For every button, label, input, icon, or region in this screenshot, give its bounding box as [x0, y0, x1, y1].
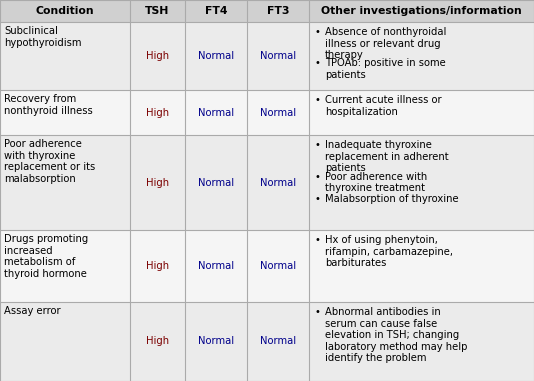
- Text: Malabsorption of thyroxine: Malabsorption of thyroxine: [325, 194, 459, 203]
- Text: Other investigations/information: Other investigations/information: [321, 6, 522, 16]
- Text: •: •: [315, 140, 321, 150]
- Bar: [0, 0, 534, 22]
- Text: Current acute illness or
hospitalization: Current acute illness or hospitalization: [325, 95, 442, 117]
- Text: •: •: [315, 171, 321, 181]
- Text: High: High: [146, 178, 169, 187]
- Text: Normal: Normal: [260, 51, 296, 61]
- Bar: [0, 22, 534, 90]
- Text: Normal: Normal: [198, 336, 234, 346]
- Text: Abnormal antibodies in
serum can cause false
elevation in TSH; changing
laborato: Abnormal antibodies in serum can cause f…: [325, 307, 467, 363]
- Text: •: •: [315, 95, 321, 105]
- Text: Absence of nonthyroidal
illness or relevant drug
therapy: Absence of nonthyroidal illness or relev…: [325, 27, 446, 60]
- Text: High: High: [146, 51, 169, 61]
- Bar: [0, 135, 534, 230]
- Bar: [0, 90, 534, 135]
- Text: High: High: [146, 261, 169, 271]
- Text: •: •: [315, 194, 321, 203]
- Text: Normal: Normal: [260, 178, 296, 187]
- Text: Subclinical
hypothyroidism: Subclinical hypothyroidism: [4, 26, 82, 48]
- Text: Normal: Normal: [198, 107, 234, 117]
- Text: TPOAb: positive in some
patients: TPOAb: positive in some patients: [325, 59, 446, 80]
- Text: •: •: [315, 235, 321, 245]
- Text: •: •: [315, 307, 321, 317]
- Text: •: •: [315, 27, 321, 37]
- Bar: [0, 302, 534, 381]
- Text: Normal: Normal: [260, 336, 296, 346]
- Text: Poor adherence
with thyroxine
replacement or its
malabsorption: Poor adherence with thyroxine replacemen…: [4, 139, 95, 184]
- Text: Condition: Condition: [36, 6, 95, 16]
- Text: Normal: Normal: [260, 107, 296, 117]
- Text: •: •: [315, 59, 321, 69]
- Text: FT4: FT4: [205, 6, 227, 16]
- Text: Hx of using phenytoin,
rifampin, carbamazepine,
barbiturates: Hx of using phenytoin, rifampin, carbama…: [325, 235, 453, 268]
- Text: Drugs promoting
increased
metabolism of
thyroid hormone: Drugs promoting increased metabolism of …: [4, 234, 88, 279]
- Text: Normal: Normal: [198, 261, 234, 271]
- Text: High: High: [146, 107, 169, 117]
- Text: High: High: [146, 336, 169, 346]
- Text: Recovery from
nonthyroid illness: Recovery from nonthyroid illness: [4, 94, 93, 115]
- Text: Normal: Normal: [198, 51, 234, 61]
- Text: FT3: FT3: [267, 6, 289, 16]
- Text: TSH: TSH: [145, 6, 170, 16]
- Bar: [0, 230, 534, 302]
- Text: Normal: Normal: [260, 261, 296, 271]
- Text: Inadequate thyroxine
replacement in adherent
patients: Inadequate thyroxine replacement in adhe…: [325, 140, 449, 173]
- Text: Normal: Normal: [198, 178, 234, 187]
- Text: Assay error: Assay error: [4, 306, 61, 316]
- Text: Poor adherence with
thyroxine treatment: Poor adherence with thyroxine treatment: [325, 171, 427, 193]
